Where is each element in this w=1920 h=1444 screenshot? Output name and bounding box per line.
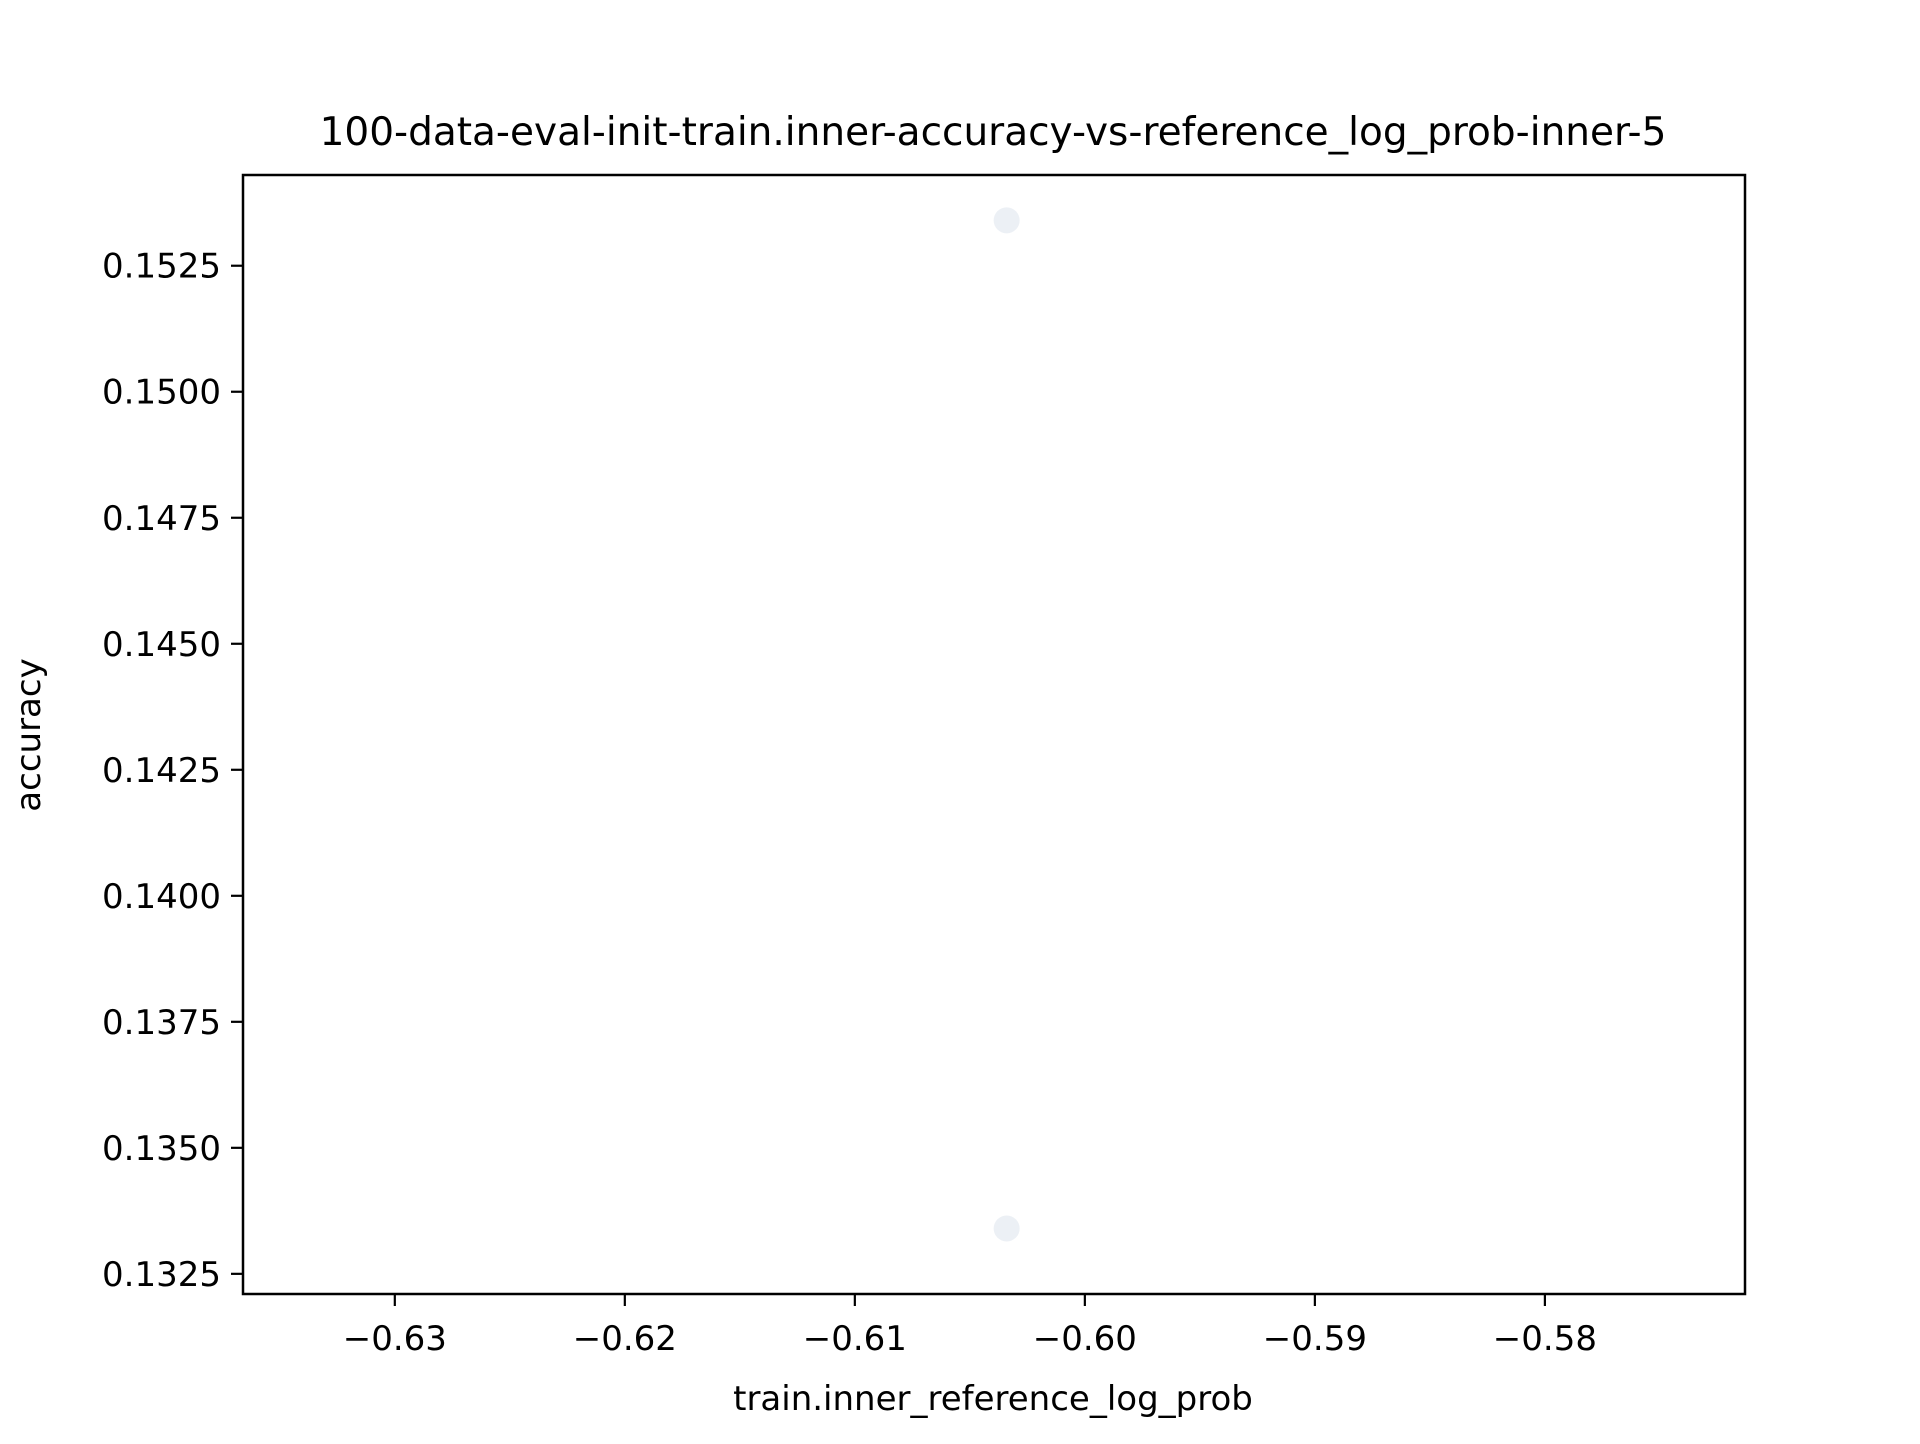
y-tick-label: 0.1375: [102, 1003, 221, 1043]
chart-title: 100-data-eval-init-train.inner-accuracy-…: [320, 110, 1667, 155]
y-tick-label: 0.1400: [102, 877, 221, 917]
y-tick-label: 0.1350: [102, 1129, 221, 1169]
y-tick-label: 0.1525: [102, 247, 221, 287]
x-tick-label: −0.59: [1263, 1319, 1367, 1359]
y-tick-label: 0.1425: [102, 751, 221, 791]
plot-area-frame: [241, 173, 1747, 1296]
x-tick-label: −0.62: [573, 1319, 677, 1359]
x-tick-label: −0.61: [803, 1319, 907, 1359]
y-axis-label: accuracy: [9, 658, 49, 811]
y-tick-label: 0.1475: [102, 499, 221, 539]
x-tick-label: −0.63: [343, 1319, 447, 1359]
y-tick-label: 0.1325: [102, 1255, 221, 1295]
data-point: [993, 1215, 1020, 1242]
y-tick-label: 0.1450: [102, 625, 221, 665]
x-axis: −0.63 −0.62 −0.61 −0.60 −0.59 −0.58: [343, 1294, 1597, 1359]
x-tick-label: −0.58: [1493, 1319, 1597, 1359]
y-axis: 0.1325 0.1350 0.1375 0.1400 0.1425 0.1450 0.14…: [102, 247, 243, 1295]
y-tick-label: 0.1500: [102, 373, 221, 413]
data-point: [993, 207, 1020, 234]
x-axis-label: train.inner_reference_log_prob: [733, 1379, 1253, 1419]
x-tick-label: −0.60: [1033, 1319, 1137, 1359]
points-layer: [993, 207, 1020, 1242]
